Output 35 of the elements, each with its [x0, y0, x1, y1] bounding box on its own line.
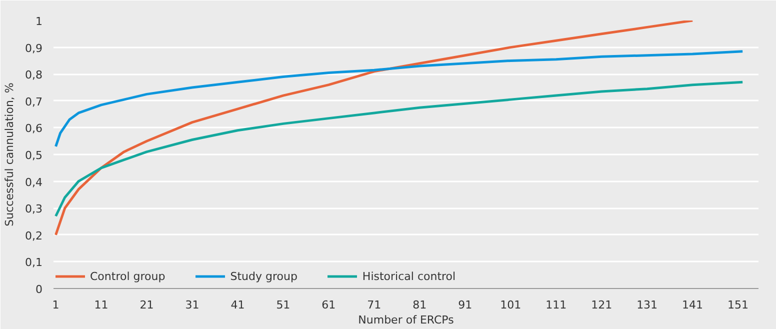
y-tick-label: 0,1	[25, 256, 43, 270]
y-axis-title: Successful cannulation, %	[3, 82, 16, 226]
x-tick-label: 121	[591, 298, 612, 312]
x-tick-label: 11	[94, 298, 108, 312]
y-tick-label: 0,2	[25, 229, 43, 242]
x-tick-label: 81	[412, 298, 427, 312]
x-axis-title: Number of ERCPs	[358, 314, 454, 326]
x-tick-label: 101	[500, 298, 522, 312]
x-tick-label: 31	[185, 298, 200, 312]
line-series	[54, 80, 744, 218]
legend-label: Historical control	[362, 270, 456, 282]
x-tick-label: 51	[276, 298, 290, 312]
legend-label: Study group	[230, 270, 298, 282]
line-series	[54, 50, 744, 148]
line-series	[54, 20, 694, 236]
x-tick-label: 61	[322, 298, 336, 312]
x-tick-label: 131	[636, 298, 658, 312]
x-tick-label: 1	[52, 298, 60, 312]
x-tick-label: 91	[458, 298, 472, 312]
x-tick-label: 21	[140, 298, 154, 312]
y-tick-label: 0,8	[25, 68, 43, 82]
y-tick-label: 0,4	[25, 176, 43, 189]
x-tick-label: 41	[230, 298, 245, 312]
x-tick-label: 151	[728, 298, 749, 312]
y-tick-label: 0,7	[25, 95, 43, 108]
x-tick-label: 141	[682, 298, 704, 312]
x-tick-label: 71	[367, 298, 382, 312]
y-tick-label: 0	[36, 283, 42, 296]
y-tick-label: 0,9	[25, 42, 43, 55]
y-tick-label: 1	[36, 15, 42, 28]
y-tick-label: 0,3	[25, 202, 43, 216]
y-tick-label: 0,5	[25, 149, 43, 162]
y-tick-label: 0,6	[25, 122, 43, 136]
legend-label: Control group	[90, 270, 166, 282]
x-tick-label: 111	[546, 298, 567, 312]
